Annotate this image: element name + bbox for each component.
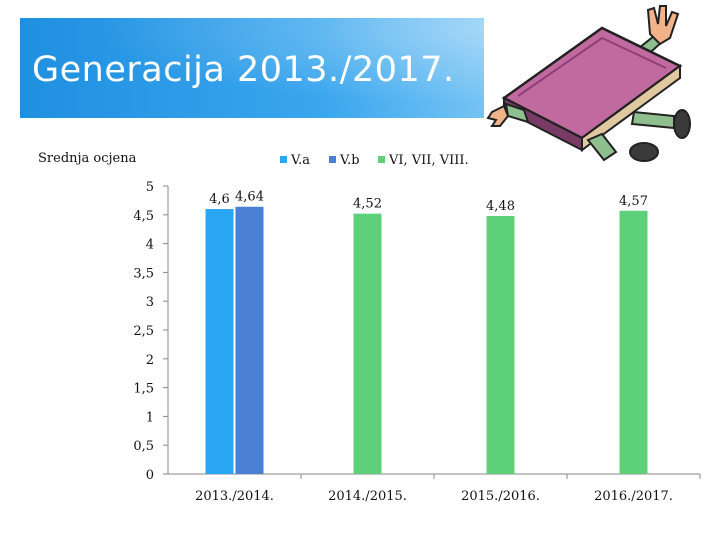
y-tick-label: 3,5 — [133, 266, 154, 281]
bar — [486, 215, 515, 474]
x-axis-ticks: 2013./2014. 2014./2015. 2015./2016. 2016./2… — [195, 474, 701, 504]
y-tick-label: 5 — [146, 180, 154, 195]
x-tick-label: 2016./2017. — [594, 489, 673, 504]
y-tick-label: 0,5 — [133, 439, 154, 454]
y-tick-label: 2,5 — [133, 324, 154, 339]
legend-entry: V.b — [339, 153, 360, 168]
slide-title: Generacija 2013./2017. — [32, 50, 455, 90]
bars: 4,6 4,64 4,52 4,48 4,57 — [205, 190, 648, 475]
legend-entry: V.a — [290, 153, 310, 168]
legend-swatch — [280, 156, 287, 163]
y-tick-label: 0 — [146, 468, 154, 483]
bar — [205, 209, 234, 475]
y-tick-label: 4 — [146, 238, 154, 253]
bar — [353, 213, 382, 474]
legend: V.a V.b VI, VII, VIII. — [280, 153, 469, 168]
x-tick-label: 2015./2016. — [461, 489, 540, 504]
x-tick-label: 2013./2014. — [195, 489, 274, 504]
y-axis-ticks: 0 0,5 1 1,5 2 2,5 3 3,5 4 4,5 5 — [133, 180, 168, 483]
data-label: 4,48 — [486, 199, 515, 214]
y-tick-label: 1 — [146, 410, 154, 425]
data-label: 4,64 — [235, 190, 264, 205]
bar — [235, 206, 264, 474]
legend-swatch — [329, 156, 336, 163]
book-clipart-icon — [486, 5, 691, 162]
y-tick-label: 2 — [146, 353, 154, 368]
y-tick-label: 4,5 — [133, 209, 154, 224]
legend-entry: VI, VII, VIII. — [388, 153, 469, 168]
book-clipart — [484, 0, 706, 172]
data-label: 4,6 — [209, 192, 230, 207]
data-label: 4,52 — [353, 197, 382, 212]
y-tick-label: 1,5 — [133, 382, 154, 397]
bar — [619, 210, 648, 474]
data-label: 4,57 — [619, 194, 648, 209]
legend-swatch — [378, 156, 385, 163]
y-tick-label: 3 — [146, 295, 154, 310]
x-tick-label: 2014./2015. — [328, 489, 407, 504]
y-axis-label: Srednja ocjena — [38, 151, 137, 166]
